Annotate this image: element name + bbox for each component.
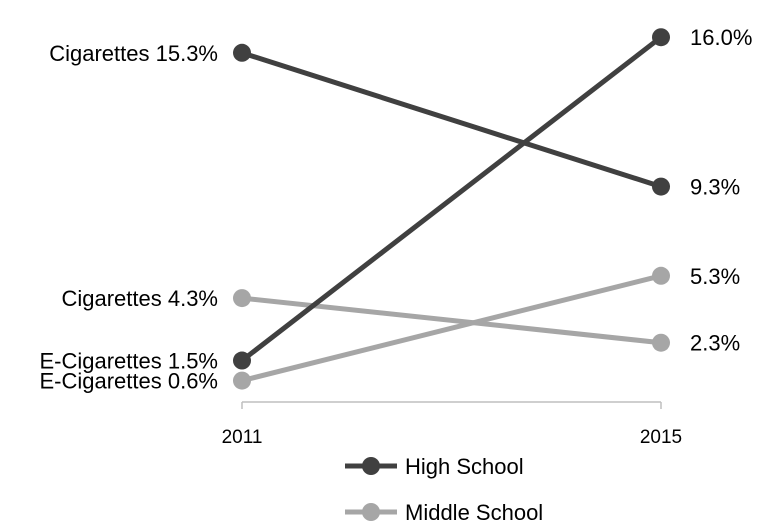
x-tick-label-2011: 2011 [222, 427, 263, 448]
middle-school-legend-marker [362, 503, 380, 521]
high-school-legend-label: High School [405, 454, 524, 479]
middle-school-e-cigarettes-point-2011 [233, 371, 251, 390]
middle-school-cigarettes-label-2011: Cigarettes 4.3% [61, 286, 218, 311]
legend: High School Middle School [345, 454, 543, 525]
x-axis: 2011 2015 [222, 401, 682, 448]
middle-school-e-cigarettes-point-2015 [652, 266, 670, 285]
plot-area: Cigarettes 4.3% 2.3% E-Cigarettes 0.6% 5.3%… [39, 25, 752, 393]
high-school-e-cigarettes-point-2015 [652, 28, 670, 47]
high-school-cigarettes-line [239, 50, 664, 190]
middle-school-cigarettes-label-2015: 2.3% [690, 331, 740, 356]
high-school-e-cigarettes-line [239, 34, 664, 364]
x-tick-label-2015: 2015 [640, 427, 682, 448]
middle-school-e-cigarettes-label-2015: 5.3% [690, 264, 740, 289]
middle-school-cigarettes-point-2015 [652, 333, 670, 352]
high-school-cigarettes-point-2015 [652, 177, 670, 196]
high-school-cigarettes-point-2011 [233, 43, 251, 62]
high-school-legend-marker [362, 457, 380, 475]
middle-school-cigarettes-line [239, 295, 664, 346]
high-school-e-cigarettes-point-2011 [233, 351, 251, 370]
high-school-e-cigarettes-label-2015: 16.0% [690, 25, 752, 50]
high-school-cigarettes-label-2011: Cigarettes 15.3% [49, 41, 218, 66]
middle-school-e-cigarettes-line [239, 273, 664, 384]
middle-school-legend-label: Middle School [405, 500, 543, 525]
middle-school-e-cigarettes-label-2011: E-Cigarettes 0.6% [39, 369, 218, 394]
high-school-e-cigarettes-label-2011: E-Cigarettes 1.5% [39, 349, 218, 374]
middle-school-cigarettes-point-2011 [233, 289, 251, 308]
high-school-cigarettes-label-2015: 9.3% [690, 175, 740, 200]
